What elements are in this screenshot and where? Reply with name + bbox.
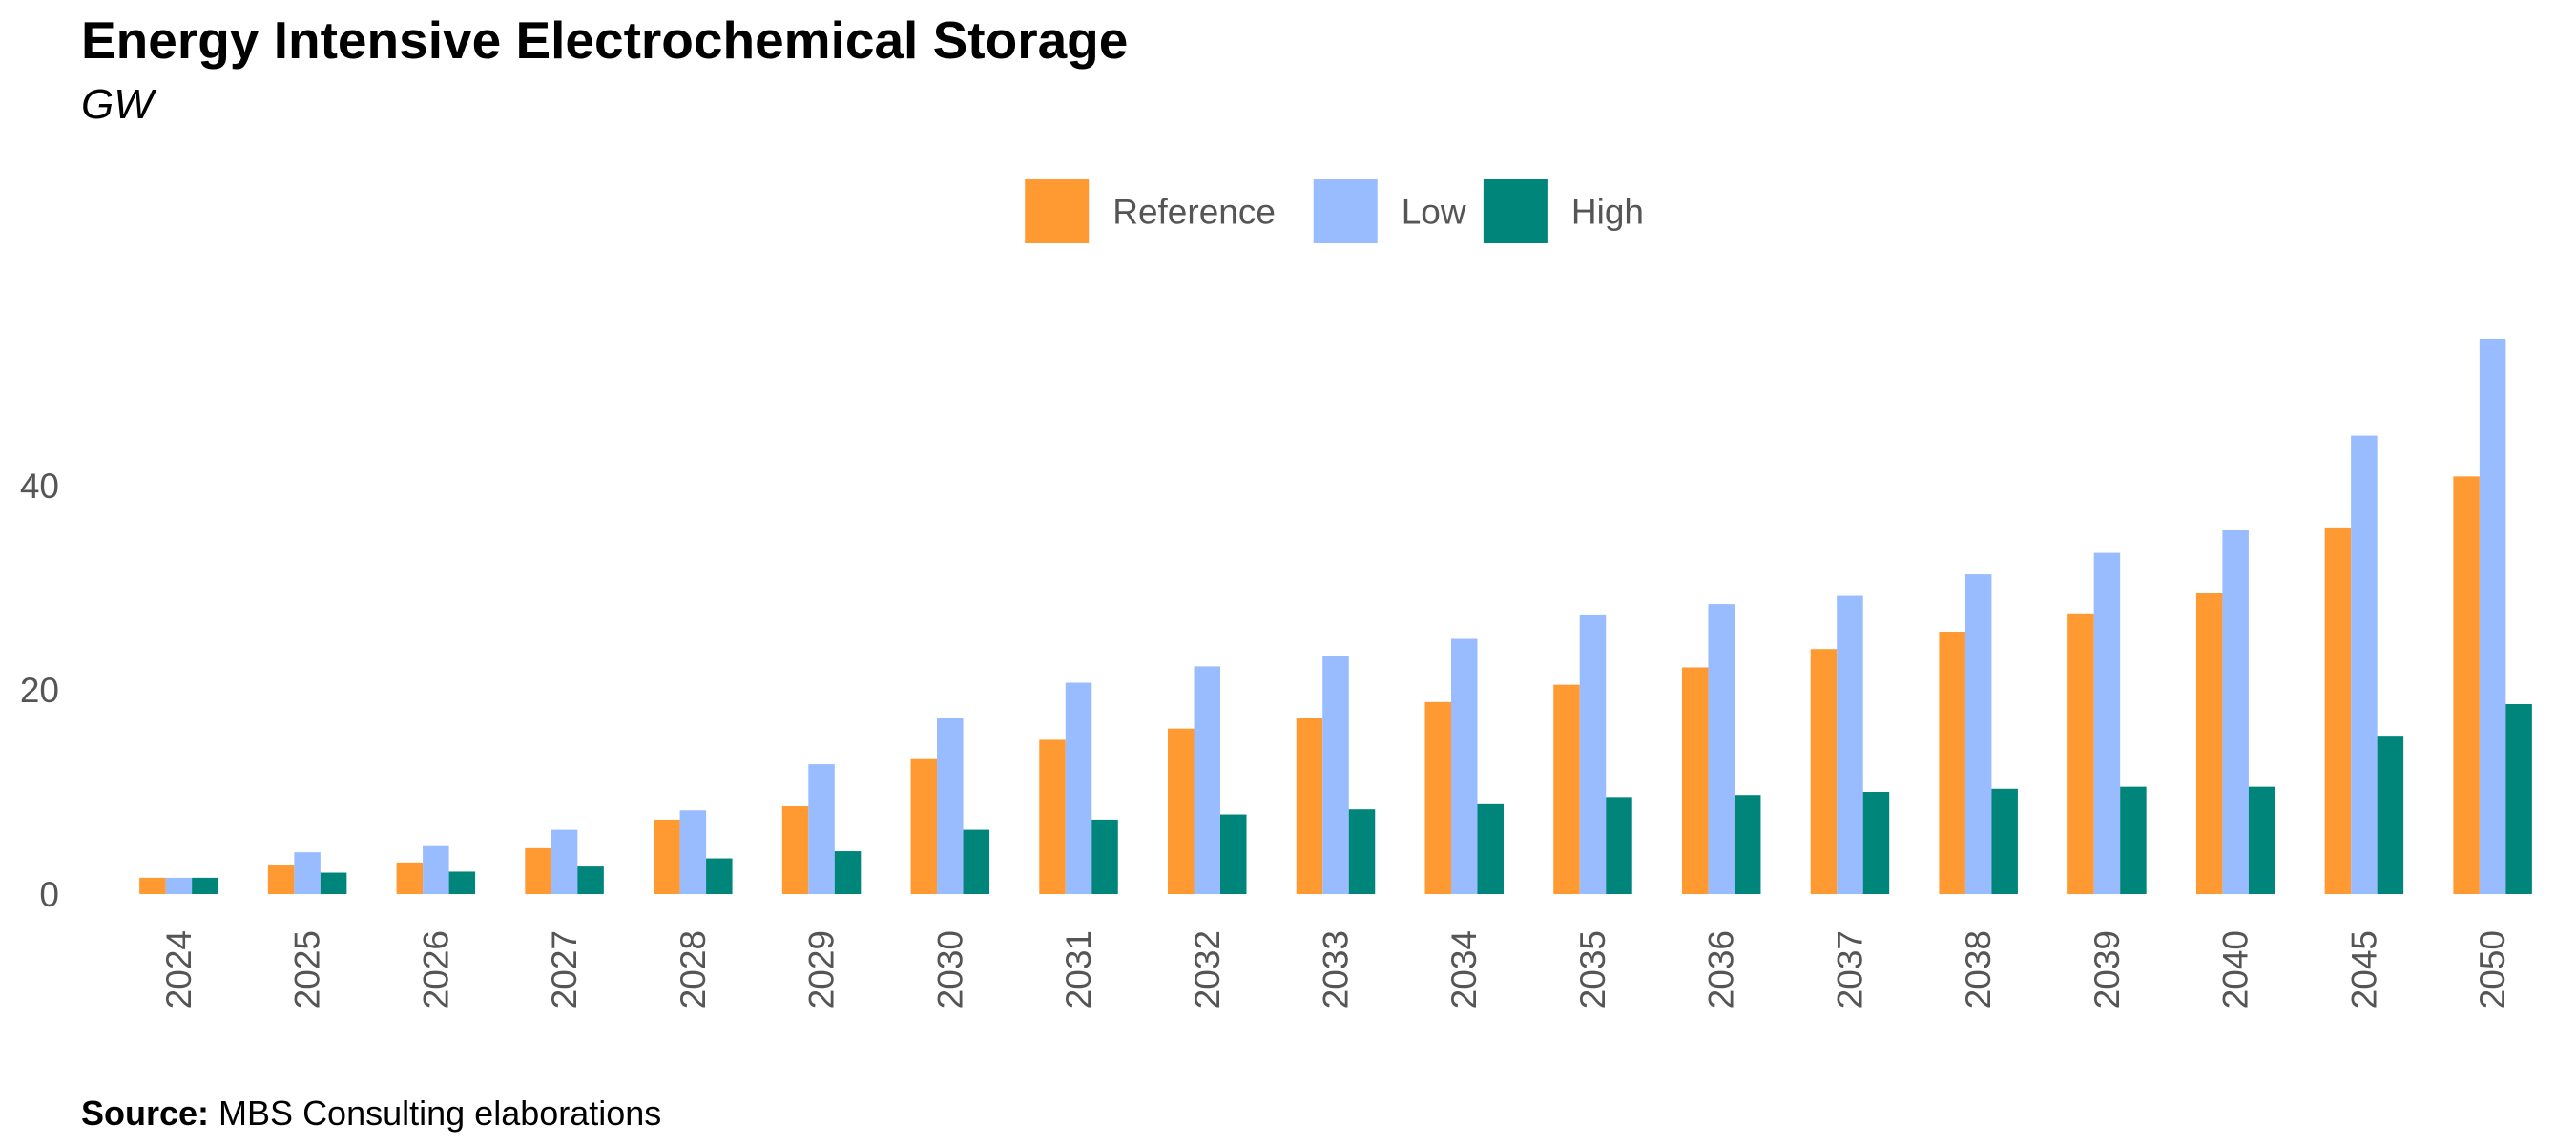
x-tick-label: 2027 xyxy=(545,930,584,1009)
bar-low-2034 xyxy=(1450,638,1478,894)
bar-high-2026 xyxy=(448,871,476,894)
bar-reference-2025 xyxy=(267,865,295,894)
bar-reference-2031 xyxy=(1039,739,1066,894)
bar-high-2038 xyxy=(1991,788,2018,894)
bar-high-2034 xyxy=(1477,803,1504,894)
bar-low-2040 xyxy=(2222,530,2249,894)
bar-low-2032 xyxy=(1194,666,1221,894)
bar-reference-2037 xyxy=(1810,649,1838,894)
legend-swatch xyxy=(1483,179,1548,243)
x-tick-label: 2026 xyxy=(416,930,455,1009)
bar-high-2030 xyxy=(963,829,990,894)
bar-low-2025 xyxy=(294,852,321,894)
bar-high-2036 xyxy=(1734,795,1761,894)
bar-high-2039 xyxy=(2120,786,2147,894)
x-axis: 2024 2025 2026 2027 2028 2029 2030 2031 2032 2033… xyxy=(159,930,2512,1009)
bar-reference-2045 xyxy=(2324,527,2352,894)
bar-low-2039 xyxy=(2093,552,2121,894)
bar-high-2045 xyxy=(2377,736,2404,894)
legend-swatch xyxy=(1313,179,1378,243)
x-tick-label: 2025 xyxy=(288,930,327,1009)
bar-low-2027 xyxy=(551,829,578,894)
chart-subtitle: GW xyxy=(81,81,154,128)
x-tick-label: 2036 xyxy=(1702,930,1741,1009)
x-tick-label: 2029 xyxy=(802,930,841,1009)
x-tick-label: 2040 xyxy=(2216,930,2255,1009)
bar-reference-2039 xyxy=(2067,613,2094,894)
bar-low-2029 xyxy=(808,764,835,894)
y-tick-label: 40 xyxy=(20,467,59,506)
x-tick-label: 2035 xyxy=(1573,930,1612,1009)
legend-label: Low xyxy=(1402,193,1466,232)
bar-high-2032 xyxy=(1220,814,1247,894)
bar-reference-2035 xyxy=(1553,684,1580,894)
bar-reference-2029 xyxy=(781,805,809,894)
bar-low-2035 xyxy=(1579,614,1607,894)
bar-high-2029 xyxy=(834,851,862,894)
bar-reference-2024 xyxy=(139,877,166,894)
y-axis: 0 20 40 xyxy=(20,467,59,914)
x-tick-label: 2050 xyxy=(2473,930,2512,1009)
x-tick-label: 2038 xyxy=(1959,930,1998,1009)
source-text: MBS Consulting elaborations xyxy=(209,1093,662,1133)
chart-title: Energy Intensive Electrochemical Storage xyxy=(81,10,1129,70)
x-tick-label: 2039 xyxy=(2088,930,2127,1009)
bar-high-2050 xyxy=(2505,703,2532,894)
bar-reference-2036 xyxy=(1681,667,1709,894)
bar-reference-2034 xyxy=(1424,701,1451,894)
bar-high-2027 xyxy=(577,866,604,894)
x-tick-label: 2037 xyxy=(1830,930,1869,1009)
x-tick-label: 2030 xyxy=(930,930,969,1009)
bar-reference-2040 xyxy=(2195,593,2223,894)
legend-label: Reference xyxy=(1112,193,1276,232)
bar-high-2037 xyxy=(1862,792,1890,894)
bar-low-2026 xyxy=(423,845,449,894)
legend-item-reference: Reference xyxy=(1025,179,1276,243)
legend-item-low: Low xyxy=(1313,179,1466,243)
bar-low-2050 xyxy=(2479,338,2506,894)
bar-low-2031 xyxy=(1065,682,1092,894)
x-tick-label: 2034 xyxy=(1444,930,1484,1009)
bar-reference-2030 xyxy=(910,758,938,894)
bar-low-2028 xyxy=(679,810,707,894)
x-tick-label: 2024 xyxy=(159,930,198,1009)
bar-low-2033 xyxy=(1322,656,1349,894)
y-tick-label: 20 xyxy=(20,671,59,710)
x-tick-label: 2045 xyxy=(2344,930,2383,1009)
legend: Reference Low High xyxy=(1025,179,1644,243)
bar-high-2025 xyxy=(320,872,347,894)
bar-series xyxy=(139,338,2532,894)
legend-item-high: High xyxy=(1483,179,1644,243)
y-tick-label: 0 xyxy=(39,875,59,914)
bar-high-2040 xyxy=(2248,786,2275,894)
bar-reference-2038 xyxy=(1939,632,1965,894)
bar-reference-2032 xyxy=(1168,728,1195,894)
bar-low-2037 xyxy=(1837,595,1863,894)
bar-high-2031 xyxy=(1091,819,1118,894)
bar-reference-2026 xyxy=(396,862,424,894)
bar-reference-2033 xyxy=(1296,718,1323,894)
bar-high-2028 xyxy=(706,858,733,894)
x-tick-label: 2028 xyxy=(674,930,713,1009)
legend-swatch xyxy=(1025,179,1090,243)
bar-low-2038 xyxy=(1964,574,1992,894)
bar-high-2033 xyxy=(1348,809,1376,894)
bar-low-2030 xyxy=(937,718,964,894)
bar-reference-2050 xyxy=(2453,476,2480,894)
x-tick-label: 2032 xyxy=(1188,930,1227,1009)
bar-low-2024 xyxy=(165,877,193,894)
x-tick-label: 2033 xyxy=(1317,930,1356,1009)
bar-high-2035 xyxy=(1606,797,1632,894)
chart-source: Source: MBS Consulting elaborations xyxy=(81,1093,661,1134)
bar-low-2045 xyxy=(2351,435,2378,894)
source-label: Source: xyxy=(81,1093,210,1133)
bar-low-2036 xyxy=(1708,604,1735,894)
legend-label: High xyxy=(1571,193,1644,232)
bar-high-2024 xyxy=(192,877,218,894)
bar-reference-2028 xyxy=(654,819,680,894)
x-tick-label: 2031 xyxy=(1059,930,1098,1009)
bar-reference-2027 xyxy=(525,847,551,894)
